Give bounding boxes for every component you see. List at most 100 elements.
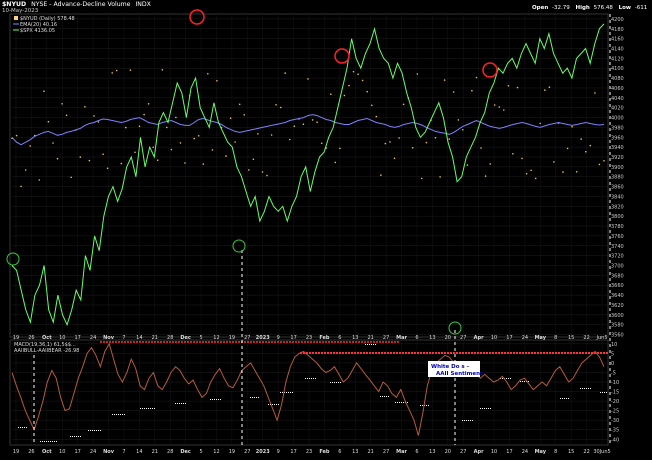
nyud-dot — [371, 104, 373, 107]
y-tick-lower: -20 — [611, 399, 619, 405]
nyud-dot — [56, 157, 59, 160]
aaii-dot — [307, 378, 308, 379]
aaii-dot — [278, 404, 279, 405]
aaii-dot — [256, 397, 257, 398]
nyud-dot — [93, 115, 95, 117]
nyud-dot — [598, 163, 601, 166]
nyud-dot — [43, 90, 45, 92]
y-tick-main: 3740 — [611, 244, 624, 250]
aaii-dot — [122, 414, 123, 415]
nyud-dot — [311, 119, 314, 121]
nyud-dot — [125, 126, 127, 129]
nyud-dot — [580, 138, 582, 140]
x-tick-label-bottom: 27 — [383, 449, 389, 455]
nyud-dot — [102, 153, 104, 155]
aaii-dot — [336, 382, 337, 383]
y-tick-main: 3600 — [611, 313, 624, 319]
x-tick-label-middle: 21 — [367, 335, 373, 341]
legend-nyud: $NYUD (Daily) 578.48 — [20, 16, 75, 22]
aaii-dot — [74, 436, 75, 437]
legend-swatch-nyud — [14, 16, 18, 20]
nyud-dot — [339, 147, 341, 150]
top-legend: $NYUD (Daily) 578.48 EMA(20) 40.16 $SPX … — [13, 16, 75, 34]
aaii-dot — [564, 398, 565, 399]
y-tick-main: 3900 — [611, 165, 624, 171]
aaii-dot — [274, 404, 275, 405]
nyud-dot — [384, 142, 387, 145]
aaii-dot — [90, 430, 91, 431]
aaii-dot — [510, 378, 511, 379]
y-tick-main: 3760 — [611, 234, 624, 240]
nyud-dot — [138, 125, 141, 128]
x-tick-label-bottom: 9 — [277, 449, 280, 455]
y-tick-lower: 0 — [611, 361, 614, 367]
x-tick-label-bottom: 24 — [90, 449, 96, 455]
nyud-dot — [493, 104, 496, 106]
aaii-dot — [373, 344, 374, 345]
nyud-dot — [402, 103, 405, 106]
x-tick-label-bottom: 13 — [429, 449, 435, 455]
y-tick-main: 4080 — [611, 76, 624, 82]
nyud-dot — [266, 174, 268, 177]
y-tick-lower: -35 — [611, 428, 619, 434]
red-circle-3 — [482, 62, 498, 78]
nyud-dot — [70, 176, 72, 179]
nyud-dot — [275, 104, 277, 106]
aaii-dot — [98, 430, 99, 431]
x-tick-label-middle: 24 — [90, 335, 96, 341]
x-tick-label-middle: 13 — [429, 335, 435, 341]
x-tick-label-bottom: Mar — [396, 449, 407, 455]
x-tick-label-bottom: 27 — [244, 449, 250, 455]
nyud-dot — [498, 106, 501, 108]
aaii-dot — [305, 378, 306, 379]
nyud-dot — [571, 125, 573, 128]
nyud-dot — [343, 94, 346, 97]
x-tick-label-bottom: 28 — [167, 449, 173, 455]
x-tick-label-bottom: 21 — [152, 449, 158, 455]
aaii-dot — [367, 344, 368, 345]
aaii-dot — [44, 441, 45, 442]
right-axis-lower: 10 5 0 -5 -10 -15 -20 -25 -30 -35 -40 — [611, 342, 619, 443]
aaii-dot — [48, 441, 49, 442]
nyud-dot — [47, 120, 50, 123]
nyud-dot — [234, 141, 236, 143]
aaii-dot — [270, 404, 271, 405]
nyud-dot — [193, 137, 195, 140]
x-axis-middle: 19 26 Oct 10 17 24 Nov 7 14 21 28 Dec 5 12 19 27 2023 9 17… — [13, 335, 608, 341]
nyud-dot — [594, 92, 596, 94]
aaii-dot — [100, 430, 101, 431]
aaii-dot — [468, 420, 469, 421]
aaii-dot — [582, 388, 583, 389]
aaii-dot — [218, 399, 219, 400]
x-tick-label-middle: 6 — [415, 335, 418, 341]
aaii-dot — [464, 420, 465, 421]
nyud-dot — [211, 149, 214, 151]
green-circle-3 — [448, 321, 462, 335]
aaii-dot — [604, 392, 605, 393]
nyud-dot — [425, 141, 428, 144]
nyud-dot — [143, 113, 145, 116]
nyud-dot — [443, 79, 446, 81]
x-tick-label-middle: Oct — [42, 335, 52, 341]
aaii-dot — [40, 441, 41, 442]
y-tick-lower: -10 — [611, 380, 619, 386]
nyud-dot — [575, 171, 578, 173]
aaii-dot — [382, 396, 383, 397]
x-tick-label-middle: 10 — [59, 335, 65, 341]
aaii-dot — [407, 402, 408, 403]
nyud-dot — [589, 144, 592, 147]
nyud-dots — [11, 69, 605, 188]
y-tick-main: 3580 — [611, 323, 624, 329]
x-tick-label-bottom: Oct — [42, 449, 52, 455]
lower-legend: MACD(19,36,1) 61,5$$... AAIIBULL-AAIIBEA… — [14, 342, 79, 354]
aaii-dot — [506, 378, 507, 379]
aaii-dot — [480, 408, 481, 409]
aaii-dot — [340, 382, 341, 383]
nyud-dot — [106, 167, 109, 170]
nyud-dot — [398, 137, 400, 139]
aaii-dot — [26, 427, 27, 428]
aaii-dot — [284, 392, 285, 393]
x-tick-label-bottom: 17 — [74, 449, 80, 455]
legend-macd: MACD(19,36,1) 61,5$$... — [14, 342, 76, 348]
aaii-dot — [220, 399, 221, 400]
